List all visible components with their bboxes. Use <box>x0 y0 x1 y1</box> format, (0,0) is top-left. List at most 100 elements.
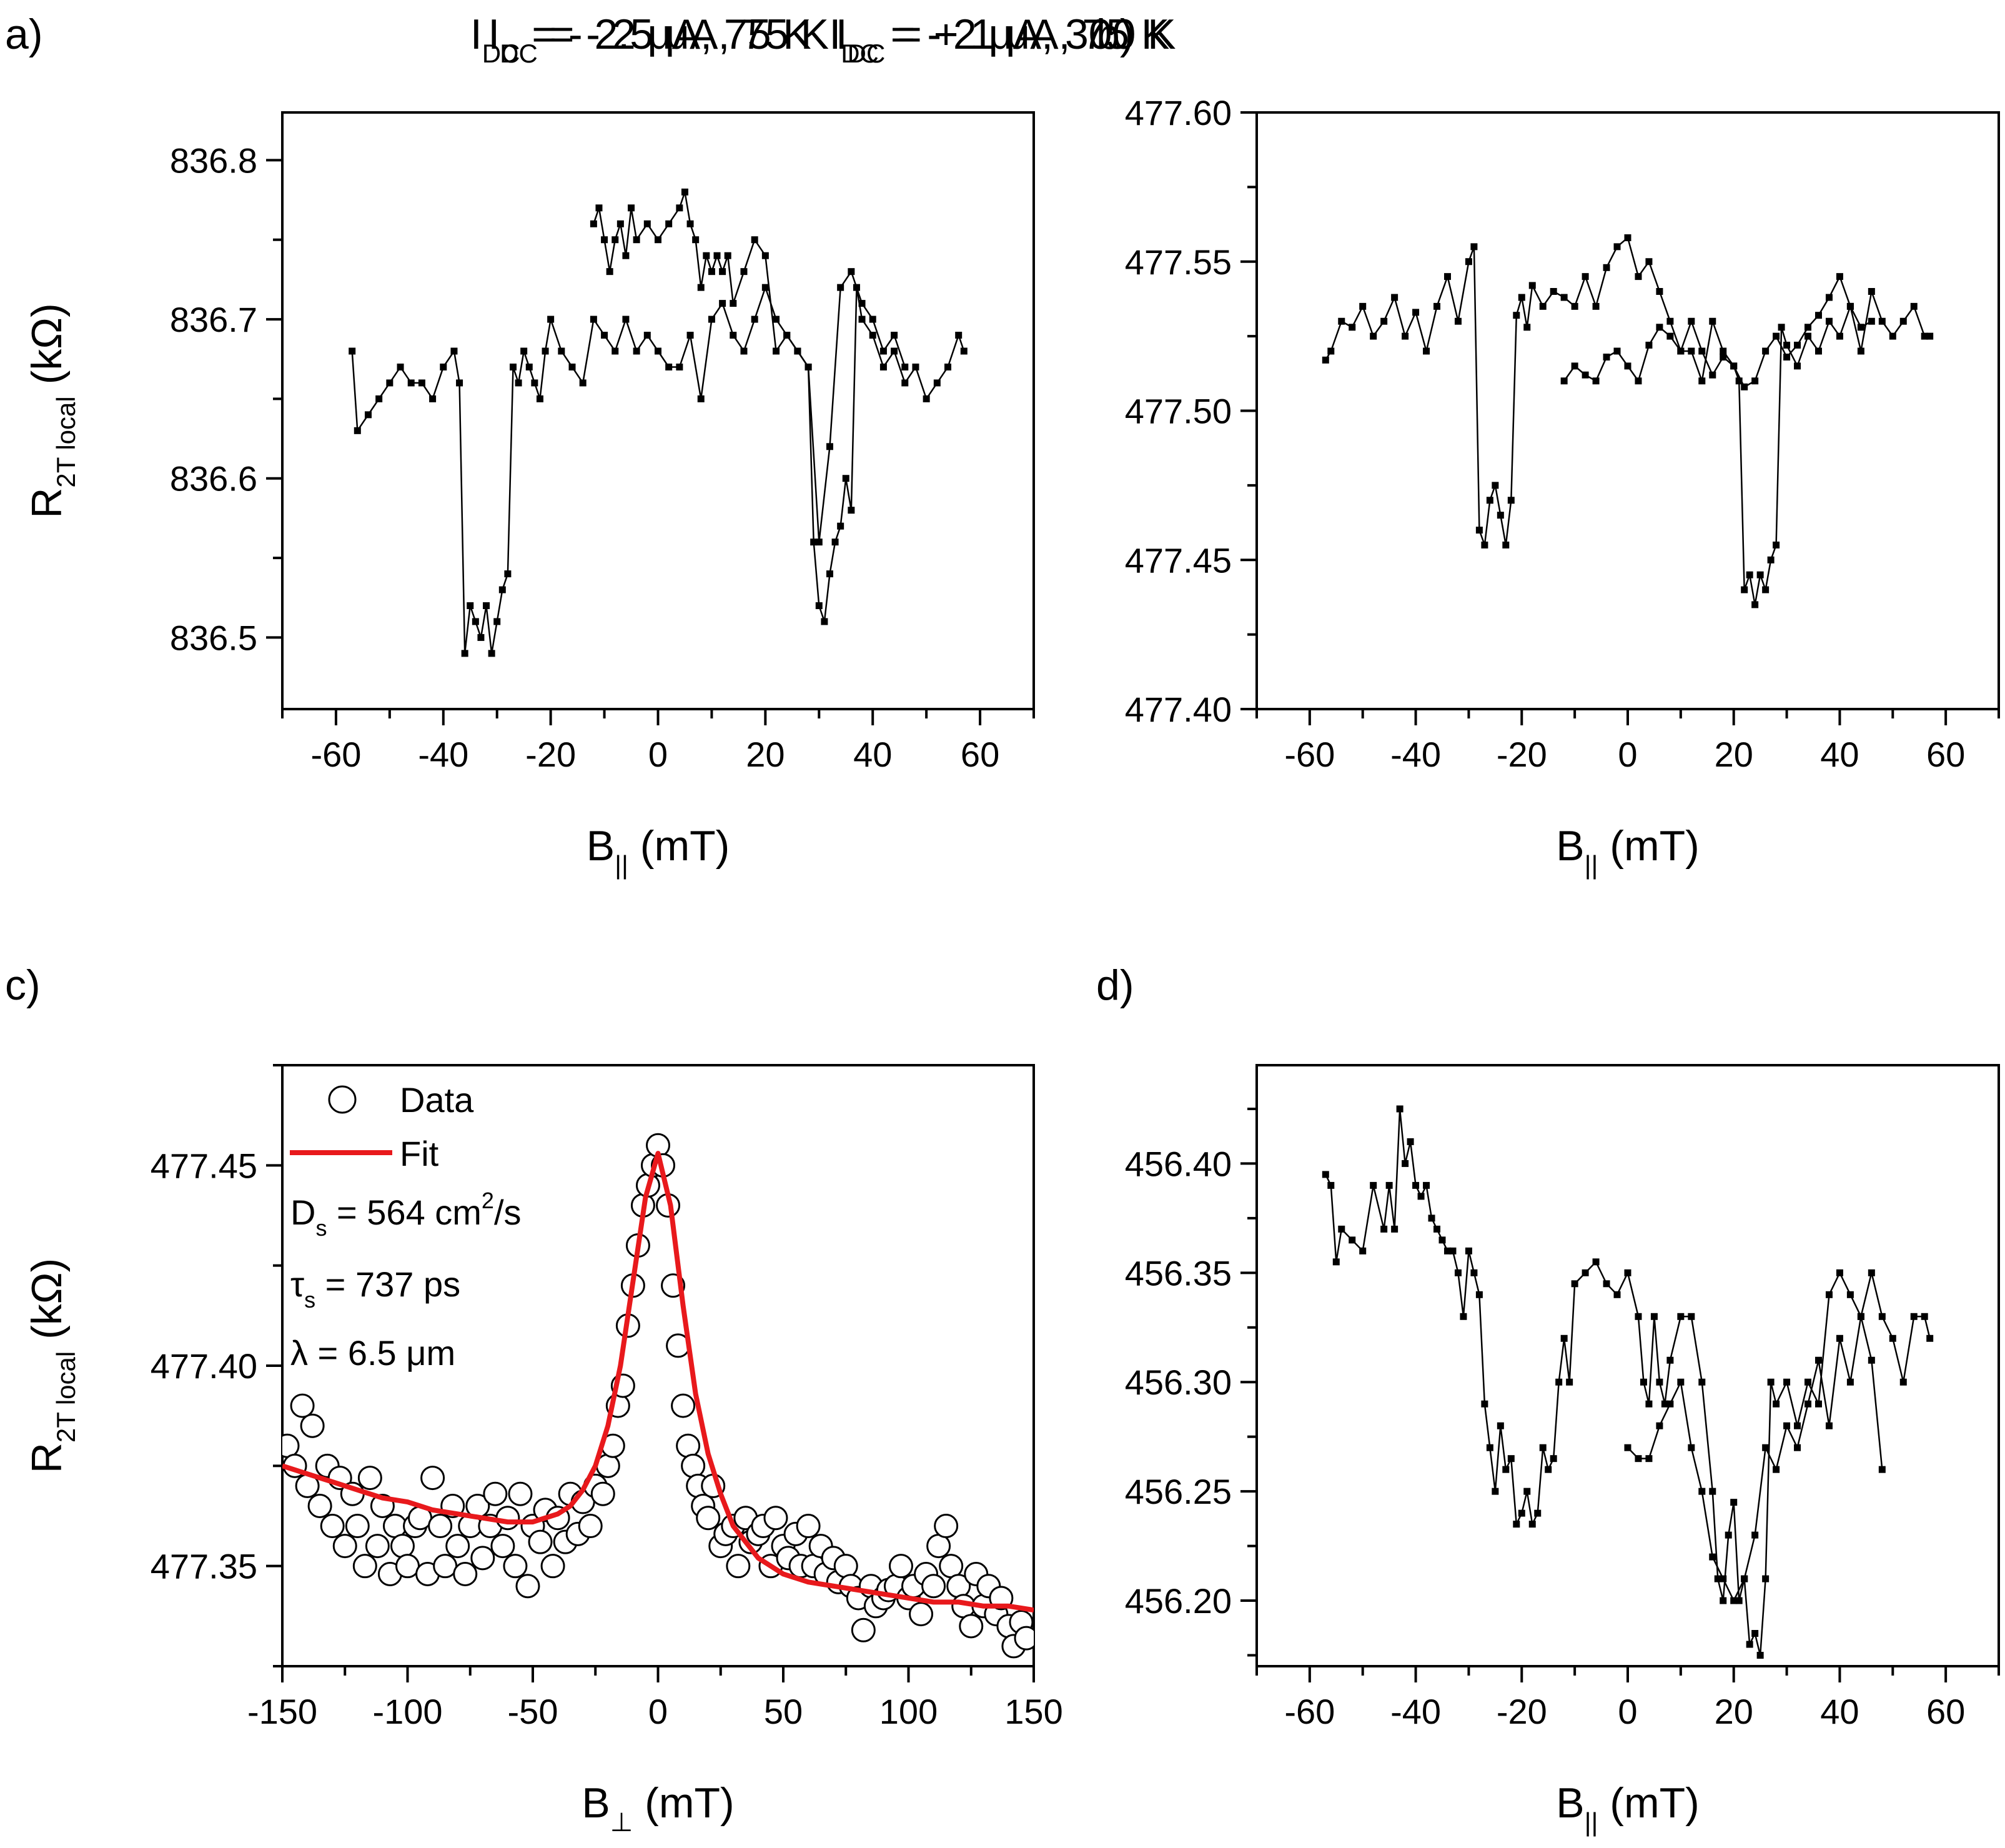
plot-area <box>1322 234 1934 609</box>
plot-area <box>282 1133 1034 1659</box>
data-point <box>1391 294 1399 301</box>
x-tick-label: 0 <box>648 735 668 774</box>
data-point <box>332 1534 357 1559</box>
data-point <box>1566 1378 1573 1386</box>
data-point <box>461 650 468 657</box>
plot-frame <box>1255 1064 2000 1667</box>
data-point <box>1709 1488 1716 1495</box>
label-subscript: s <box>315 1215 327 1241</box>
data-point <box>869 315 876 323</box>
data-point <box>1725 1531 1732 1539</box>
data-point <box>858 315 866 323</box>
data-point <box>1666 1400 1674 1408</box>
data-point <box>1762 1575 1770 1582</box>
data-point <box>655 347 661 355</box>
label-main: B <box>1556 822 1584 870</box>
data-point <box>1443 1247 1451 1254</box>
data-point <box>1571 362 1578 370</box>
label-text: (mT) <box>1598 1779 1699 1827</box>
data-point <box>1454 1269 1462 1276</box>
data-point <box>495 1506 520 1531</box>
label-main: τ <box>290 1264 304 1304</box>
data-point <box>726 1554 751 1579</box>
data-point <box>891 332 898 339</box>
label-text: (kΩ) <box>23 1258 71 1351</box>
data-point <box>1868 1356 1875 1364</box>
data-point <box>1778 324 1785 331</box>
data-point <box>508 1481 533 1506</box>
data-point <box>595 204 603 212</box>
data-point <box>1825 1422 1833 1429</box>
data-point <box>1688 317 1695 325</box>
data-point <box>1698 347 1706 355</box>
data-point <box>1433 1225 1441 1233</box>
data-point <box>450 347 458 355</box>
x-axis-label: B|| (mT) <box>1556 822 1700 880</box>
data-point <box>1492 1488 1499 1495</box>
y-tick-label: 477.40 <box>1125 690 1232 729</box>
data-point <box>1836 273 1843 281</box>
chart-title: IDC = - 2 μA, 300 K <box>829 11 1176 68</box>
data-point <box>944 363 952 370</box>
data-point <box>628 204 635 212</box>
data-point <box>1322 356 1329 364</box>
data-point <box>1402 332 1409 340</box>
data-point <box>1762 347 1770 355</box>
label-text: = + 1 μA, 75 K <box>885 11 1169 58</box>
series-line <box>351 285 965 654</box>
y-axis-label: R2T local (kΩ) <box>23 303 81 518</box>
data-point <box>665 363 673 370</box>
data-point <box>837 522 844 530</box>
data-point <box>1814 1356 1822 1364</box>
data-point <box>1899 317 1907 325</box>
data-point <box>1507 497 1515 504</box>
data-point <box>1582 273 1589 281</box>
data-point <box>1783 1422 1791 1429</box>
x-tick-label: -20 <box>1497 1692 1547 1731</box>
data-point <box>1794 341 1801 349</box>
data-point <box>1825 294 1833 301</box>
data-point <box>579 379 587 387</box>
data-point <box>703 252 710 259</box>
y-tick-label: 477.55 <box>1125 242 1232 282</box>
data-point <box>1773 1466 1780 1473</box>
x-tick-label: -100 <box>372 1692 442 1731</box>
chart-title: IDC = - 2 μA, 75 K <box>488 11 811 68</box>
data-point <box>1433 302 1441 310</box>
data-point <box>1645 1400 1653 1408</box>
label-subscript: || <box>615 850 628 880</box>
data-point <box>773 315 780 323</box>
y-tick-label: 456.20 <box>1125 1581 1232 1621</box>
data-point <box>1846 1378 1854 1386</box>
x-axis-label: B⊥ (mT) <box>582 1779 734 1837</box>
data-point <box>923 395 930 402</box>
data-point <box>1666 1356 1674 1364</box>
label-text: = - 2 μA, 300 K <box>879 11 1176 58</box>
data-point <box>1709 1553 1716 1561</box>
data-point <box>490 1534 515 1559</box>
data-point <box>1640 1378 1647 1386</box>
label-main: B <box>587 822 615 870</box>
data-point <box>831 539 839 546</box>
data-point <box>1751 377 1759 385</box>
data-point <box>1460 1313 1467 1320</box>
label-main: D <box>290 1193 315 1232</box>
data-point <box>842 475 849 482</box>
data-point <box>730 300 737 307</box>
data-point <box>1730 1597 1738 1604</box>
data-point <box>1613 347 1621 355</box>
data-point <box>1720 1597 1727 1604</box>
label-superscript: 2 <box>482 1188 494 1213</box>
panel-a: a) IDC = - 2 μA, 75 K-60 -40 -20 0 20 40 60836.… <box>5 11 1035 880</box>
data-point <box>1502 541 1510 549</box>
y-tick-label: 477.40 <box>151 1346 257 1386</box>
data-point <box>365 1534 390 1559</box>
chart-title: IDC = + 1 μA, 75 K <box>836 11 1170 68</box>
data-point <box>633 347 640 355</box>
data-point <box>1783 354 1791 361</box>
data-point <box>888 1554 913 1579</box>
label-text: /s <box>494 1193 522 1232</box>
data-point <box>1481 1400 1488 1408</box>
y-tick-label: 477.45 <box>151 1146 257 1185</box>
data-point <box>1910 302 1918 310</box>
